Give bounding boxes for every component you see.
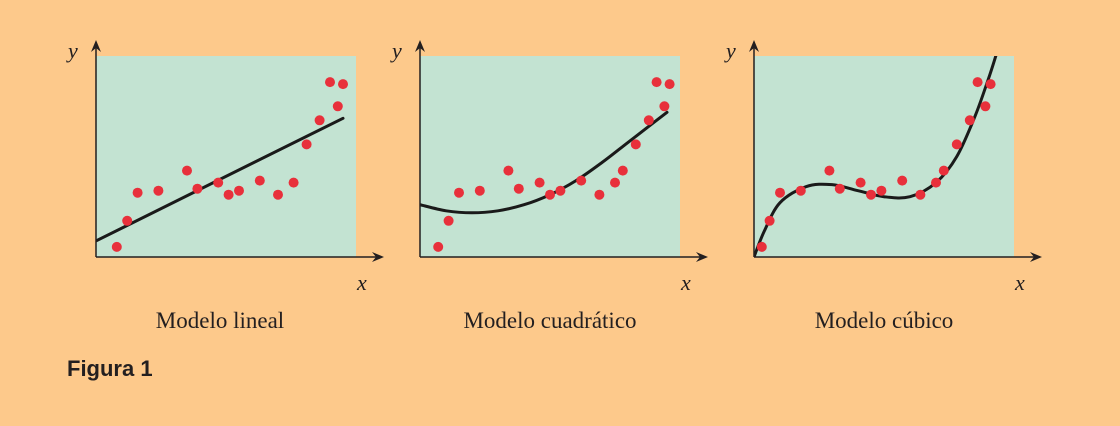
data-point	[897, 175, 908, 186]
data-point	[855, 177, 866, 188]
data-point	[332, 101, 343, 112]
data-point	[764, 215, 775, 226]
x-axis-label: x	[680, 270, 691, 295]
data-point	[273, 189, 283, 200]
data-point	[931, 177, 941, 188]
y-axis-arrow	[415, 40, 425, 52]
data-point	[594, 189, 605, 200]
data-point	[192, 183, 203, 194]
data-point	[153, 185, 164, 196]
data-point	[223, 189, 234, 200]
plot-area	[420, 56, 680, 257]
data-point	[915, 189, 926, 200]
data-point	[555, 185, 566, 196]
y-axis-label: y	[66, 38, 78, 63]
chart-quadratic-model: y x	[390, 38, 708, 295]
data-point	[234, 185, 244, 196]
x-axis-arrow	[696, 252, 708, 262]
data-point	[254, 175, 265, 186]
x-axis-label: x	[356, 270, 367, 295]
data-point	[795, 185, 806, 196]
caption-linear-model: Modelo lineal	[155, 308, 285, 333]
x-axis-arrow	[372, 252, 384, 262]
data-point	[132, 187, 143, 198]
data-point	[643, 115, 654, 126]
data-point	[951, 139, 962, 150]
data-point	[325, 77, 335, 88]
data-point	[576, 175, 587, 186]
data-point	[972, 77, 983, 88]
data-point	[775, 187, 785, 198]
y-axis-label: y	[724, 38, 736, 63]
data-point	[474, 185, 485, 196]
caption-quadratic-model: Modelo cuadrático	[463, 308, 637, 333]
data-point	[288, 177, 299, 188]
data-point	[985, 79, 996, 90]
data-point	[876, 185, 887, 196]
data-point	[454, 187, 464, 198]
data-point	[111, 241, 122, 252]
x-axis-arrow	[1030, 252, 1042, 262]
data-point	[866, 189, 876, 200]
data-point	[617, 165, 628, 176]
data-point	[534, 177, 545, 188]
data-point	[182, 165, 192, 176]
data-point	[513, 183, 524, 194]
data-point	[443, 215, 454, 226]
data-point	[659, 101, 670, 112]
data-point	[433, 241, 444, 252]
y-axis-label: y	[390, 38, 402, 63]
data-point	[213, 177, 224, 188]
caption-cubic-model: Modelo cúbico	[814, 308, 954, 333]
chart-linear-model: y x	[66, 38, 384, 295]
chart-cubic-model: y x	[724, 38, 1042, 295]
data-point	[651, 77, 662, 88]
y-axis-arrow	[91, 40, 101, 52]
data-point	[338, 79, 348, 90]
data-point	[980, 101, 991, 112]
plot-area	[96, 56, 356, 257]
data-point	[938, 165, 949, 176]
data-point	[503, 165, 514, 176]
data-point	[610, 177, 620, 188]
data-point	[545, 189, 555, 200]
data-point	[824, 165, 835, 176]
x-axis-label: x	[1014, 270, 1025, 295]
data-point	[122, 215, 133, 226]
data-point	[756, 241, 767, 252]
data-point	[630, 139, 641, 150]
data-point	[301, 139, 312, 150]
fit-curve	[754, 56, 998, 257]
figure-label: Figura 1	[67, 356, 153, 381]
data-point	[834, 183, 845, 194]
data-point	[964, 115, 975, 126]
y-axis-arrow	[749, 40, 759, 52]
plot-area	[754, 56, 1014, 257]
data-point	[314, 115, 325, 126]
data-point	[664, 79, 675, 90]
